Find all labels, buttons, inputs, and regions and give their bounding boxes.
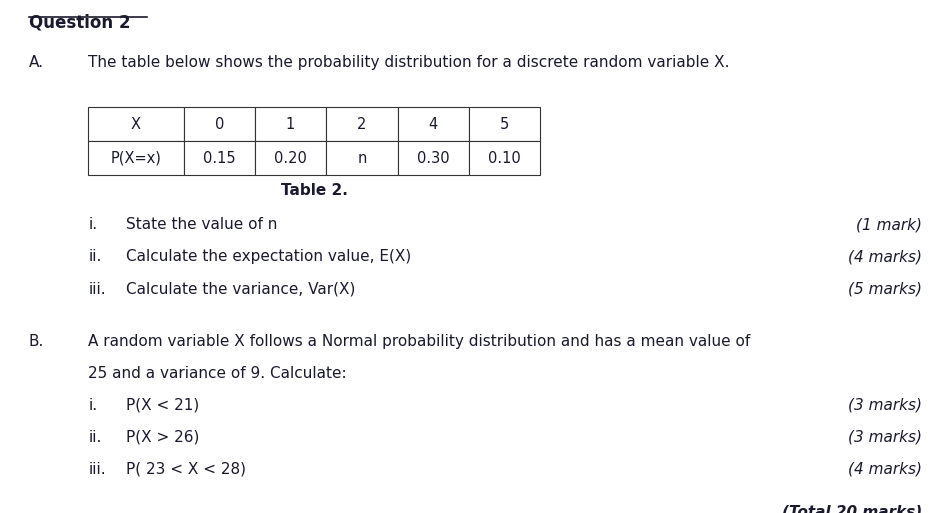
Bar [398, 107, 469, 142]
Text: n: n [358, 151, 366, 166]
Text: The table below shows the probability distribution for a discrete random variabl: The table below shows the probability di… [88, 55, 730, 70]
Text: (Total 20 marks): (Total 20 marks) [783, 504, 922, 513]
Bar [469, 142, 540, 175]
Text: iii.: iii. [88, 282, 107, 297]
Text: (1 mark): (1 mark) [857, 217, 922, 232]
Text: i.: i. [88, 217, 98, 232]
Text: i.: i. [88, 398, 98, 413]
Bar [326, 107, 398, 142]
Bar [255, 107, 326, 142]
Text: (3 marks): (3 marks) [848, 430, 922, 445]
Text: P(X < 21): P(X < 21) [126, 398, 200, 413]
Bar [326, 142, 398, 175]
Text: 25 and a variance of 9. Calculate:: 25 and a variance of 9. Calculate: [88, 366, 347, 381]
Bar [88, 142, 184, 175]
Text: A random variable X follows a Normal probability distribution and has a mean val: A random variable X follows a Normal pro… [88, 334, 750, 349]
Text: Calculate the expectation value, E(X): Calculate the expectation value, E(X) [126, 249, 412, 264]
Bar [255, 142, 326, 175]
Text: 0.10: 0.10 [488, 151, 521, 166]
Text: 0.20: 0.20 [274, 151, 307, 166]
Text: 4: 4 [429, 117, 437, 132]
Text: (3 marks): (3 marks) [848, 398, 922, 413]
Text: iii.: iii. [88, 462, 107, 477]
Text: 1: 1 [286, 117, 295, 132]
Text: P(X=x): P(X=x) [110, 151, 162, 166]
Bar [184, 107, 255, 142]
Text: ii.: ii. [88, 430, 102, 445]
Bar [88, 107, 184, 142]
Text: ii.: ii. [88, 249, 102, 264]
Text: P( 23 < X < 28): P( 23 < X < 28) [126, 462, 246, 477]
Text: Table 2.: Table 2. [281, 183, 348, 199]
Bar [469, 107, 540, 142]
Text: (4 marks): (4 marks) [848, 249, 922, 264]
Text: X: X [131, 117, 141, 132]
Text: 0.15: 0.15 [203, 151, 236, 166]
Text: (5 marks): (5 marks) [848, 282, 922, 297]
Text: 2: 2 [358, 117, 366, 132]
Text: 0: 0 [215, 117, 223, 132]
Text: P(X > 26): P(X > 26) [126, 430, 200, 445]
Bar [398, 142, 469, 175]
Text: 0.30: 0.30 [417, 151, 450, 166]
Text: A.: A. [29, 55, 44, 70]
Text: State the value of n: State the value of n [126, 217, 278, 232]
Text: B.: B. [29, 334, 44, 349]
Text: 5: 5 [500, 117, 509, 132]
Bar [184, 142, 255, 175]
Text: (4 marks): (4 marks) [848, 462, 922, 477]
Text: Calculate the variance, Var(X): Calculate the variance, Var(X) [126, 282, 356, 297]
Text: Question 2: Question 2 [29, 13, 130, 31]
